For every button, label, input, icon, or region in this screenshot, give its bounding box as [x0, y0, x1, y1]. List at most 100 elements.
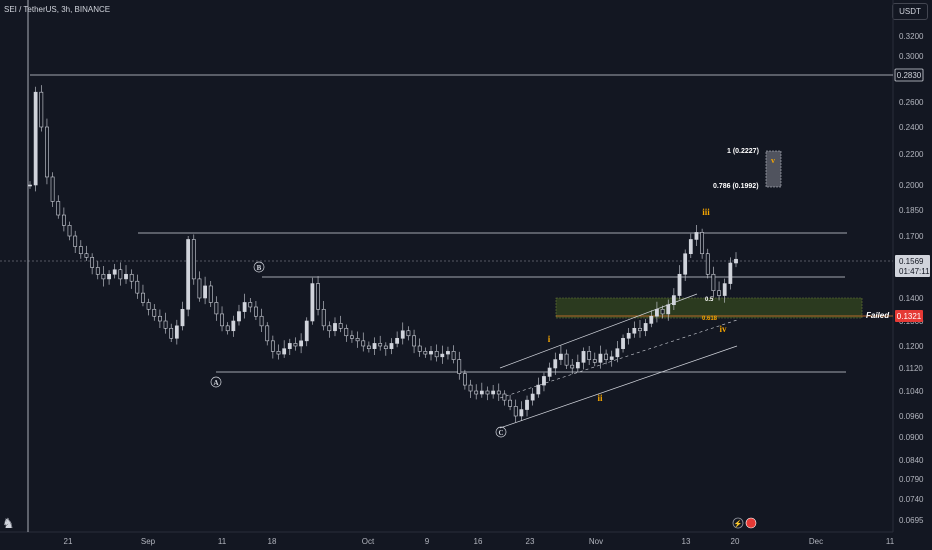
y-tick-label: 0.1850	[899, 206, 924, 215]
y-tick-label: 0.2200	[899, 150, 924, 159]
candle-body	[33, 91, 38, 186]
y-tick-label: 0.3000	[899, 52, 924, 61]
candle-body	[78, 246, 83, 255]
x-tick-label: 16	[474, 537, 483, 546]
candle-body	[677, 273, 682, 296]
svg-text:01:47:11: 01:47:11	[899, 267, 930, 276]
candle-body	[214, 302, 219, 315]
candle-body	[327, 325, 332, 332]
price-tag-0132: 0.1321	[895, 310, 923, 322]
wave-label-v: v	[771, 156, 775, 165]
candle-body	[124, 273, 128, 280]
candle-body	[632, 327, 637, 334]
y-tick-label: 0.1200	[899, 342, 924, 351]
candle-body	[276, 351, 281, 355]
candle-body	[666, 304, 671, 315]
candle-body	[146, 302, 151, 310]
candle-body	[372, 343, 377, 349]
candle-body	[28, 184, 32, 187]
wave-a-circle	[210, 376, 222, 388]
fib-label-1: 1 (0.2227)	[727, 148, 759, 155]
y-tick-label: 0.0900	[899, 433, 924, 442]
fib-zone-box	[555, 297, 863, 319]
candle-body	[722, 283, 727, 296]
candle-body	[197, 278, 202, 299]
candle-series	[28, 85, 738, 423]
x-tick-label: 11	[886, 537, 895, 546]
svg-text:0.1321: 0.1321	[897, 312, 922, 321]
candle-body	[643, 323, 648, 332]
candle-body	[237, 311, 241, 322]
candle-body	[333, 323, 337, 332]
candle-body	[254, 306, 258, 317]
candle-body	[321, 308, 326, 327]
candle-body	[84, 253, 89, 258]
candle-body	[118, 269, 123, 280]
candle-body	[95, 267, 100, 275]
candle-body	[479, 390, 484, 395]
candle-body	[581, 351, 586, 363]
candle-body	[621, 337, 625, 349]
candle-body	[208, 285, 213, 303]
wave-label-i: i	[548, 334, 551, 344]
candle-body	[513, 406, 518, 417]
candle-body	[711, 273, 716, 292]
candle-body	[350, 335, 354, 339]
candle-body	[39, 91, 44, 128]
candle-body	[355, 337, 360, 342]
candle-body	[423, 351, 428, 355]
y-tick-label: 0.1400	[899, 294, 924, 303]
candle-body	[564, 353, 569, 366]
symbol-title: SEI / TetherUS, 3h, BINANCE	[4, 5, 111, 14]
candle-body	[383, 345, 388, 349]
candle-body	[231, 320, 236, 332]
candle-body	[366, 345, 371, 349]
lightning-icon[interactable]	[732, 517, 744, 529]
candle-body	[389, 343, 394, 349]
x-tick-label: 23	[526, 537, 535, 546]
svg-text:0.2830: 0.2830	[897, 71, 922, 80]
y-tick-label: 0.2600	[899, 98, 924, 107]
candle-body	[536, 384, 541, 395]
us-flag-icon[interactable]	[745, 517, 757, 529]
candle-body	[304, 320, 309, 342]
candle-body	[728, 262, 733, 284]
y-tick-label: 0.0790	[899, 475, 924, 484]
candle-body	[485, 390, 490, 395]
candle-body	[203, 285, 207, 299]
tradingview-logo-icon: ♞	[2, 515, 15, 531]
x-tick-label: Nov	[589, 537, 603, 546]
candle-body	[107, 273, 111, 280]
candle-body	[378, 343, 383, 347]
candle-body	[316, 283, 320, 310]
candle-body	[129, 273, 134, 282]
candle-body	[90, 257, 95, 268]
fib-label-0786: 0.786 (0.1992)	[713, 183, 759, 190]
price-tag-0283: 0.2830	[894, 68, 924, 82]
x-tick-label: 11	[218, 537, 227, 546]
candle-body	[462, 373, 467, 386]
price-tag-current: 0.1569 01:47:11	[895, 255, 930, 277]
candle-body	[406, 330, 411, 337]
candle-body	[542, 376, 546, 386]
wave-b-circle	[253, 261, 265, 273]
x-tick-label: 20	[731, 537, 740, 546]
y-tick-label: 0.1120	[899, 364, 923, 373]
price-axis: 0.32000.30000.28000.26000.24000.22000.20…	[899, 32, 924, 525]
candle-body	[474, 390, 479, 395]
candle-body	[587, 351, 592, 360]
y-tick-label: 0.0740	[899, 495, 924, 504]
candle-body	[242, 302, 247, 312]
y-tick-label: 0.3200	[899, 32, 924, 41]
candle-body	[508, 399, 512, 407]
y-tick-label: 0.1040	[899, 387, 924, 396]
candle-body	[660, 308, 665, 315]
svg-text:0.1569: 0.1569	[899, 257, 924, 266]
candle-body	[705, 253, 710, 275]
candle-body	[446, 351, 450, 355]
candle-body	[141, 292, 145, 303]
candle-body	[163, 320, 168, 329]
candle-body	[220, 313, 224, 327]
